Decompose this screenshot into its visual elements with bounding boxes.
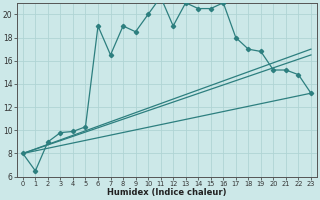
X-axis label: Humidex (Indice chaleur): Humidex (Indice chaleur) [107,188,227,197]
